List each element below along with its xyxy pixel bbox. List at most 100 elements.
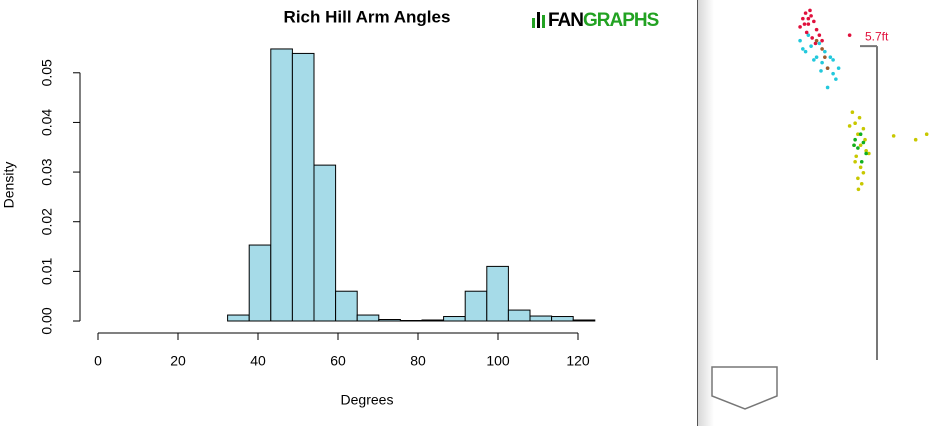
release-point: [798, 38, 802, 43]
release-point: [812, 58, 816, 62]
release-point: [817, 41, 822, 46]
release-point: [861, 140, 866, 145]
release-point: [798, 25, 802, 29]
bar: [291, 52, 315, 322]
release-point: [858, 143, 863, 148]
release-point: [857, 115, 862, 120]
release-point: [828, 55, 833, 59]
bar: [421, 319, 445, 322]
release-point: [867, 151, 871, 156]
release-point: [856, 146, 860, 150]
x-tick-label: 60: [330, 353, 346, 369]
logo: FANGRAPHS: [532, 10, 660, 31]
release-point: [864, 148, 868, 153]
y-tick-label: 0.03: [39, 158, 55, 185]
logo-graphs: GRAPHS: [583, 10, 659, 31]
chart-title: Rich Hill Arm Angles: [284, 7, 451, 26]
release-point: [831, 71, 835, 76]
x-tick-label: 0: [94, 353, 102, 369]
release-point: [856, 187, 861, 192]
y-tick-label: 0.02: [39, 208, 55, 235]
x-tick-label: 20: [170, 353, 186, 369]
bar: [335, 290, 358, 322]
bar: [378, 319, 401, 322]
release-point: [924, 132, 929, 137]
release-point: [913, 137, 918, 142]
y-axis-label: Density: [1, 162, 17, 209]
release-point: [804, 30, 809, 35]
release-point: [825, 85, 830, 90]
release-point: [847, 33, 852, 37]
release-point: [820, 60, 824, 65]
home-plate: [711, 366, 778, 410]
bar: [529, 315, 553, 322]
x-tick-label: 120: [566, 353, 590, 369]
release-point: [820, 47, 824, 51]
release-point: [806, 16, 811, 21]
release-point: [853, 159, 857, 164]
release-point: [808, 8, 812, 13]
bar: [313, 164, 337, 322]
x-axis-label: Degrees: [341, 392, 394, 408]
release-point: [856, 132, 860, 137]
y-tick-label: 0.05: [39, 59, 55, 86]
release-panel: [697, 0, 931, 426]
release-point: [859, 181, 864, 186]
release-point: [814, 38, 819, 43]
release-point: [801, 47, 805, 51]
bar: [270, 48, 293, 322]
release-point: [856, 176, 860, 181]
bar: [248, 244, 272, 322]
bar: [486, 265, 509, 322]
release-point: [812, 19, 816, 24]
bar: [464, 290, 488, 322]
bar: [551, 316, 574, 322]
release-point: [814, 27, 819, 32]
release-point: [813, 41, 818, 46]
bar: [572, 319, 596, 322]
release-point: [853, 121, 857, 126]
release-point: [864, 151, 868, 156]
x-tick-label: 80: [410, 353, 426, 369]
release-point: [853, 137, 857, 142]
release-point: [803, 49, 808, 54]
release-point: [852, 143, 856, 148]
y-tick-label: 0.04: [39, 109, 55, 136]
release-point: [817, 33, 822, 37]
release-point: [858, 165, 863, 170]
logo-fan: FAN: [548, 10, 583, 31]
release-point: [806, 33, 811, 37]
release-point: [891, 134, 896, 138]
release-point: [863, 137, 867, 142]
release-point: [831, 58, 835, 62]
logo-icon: [537, 12, 540, 28]
release-point: [858, 132, 863, 137]
logo-icon: [532, 18, 535, 28]
release-point: [854, 154, 859, 159]
release-point: [836, 66, 841, 70]
release-point: [803, 11, 808, 15]
bar: [227, 314, 250, 322]
bar: [356, 314, 380, 322]
release-point: [819, 69, 823, 73]
logo-text: FANGRAPHS: [548, 10, 659, 31]
release-point: [847, 124, 852, 128]
release-point: [802, 22, 807, 26]
release-point: [861, 170, 866, 175]
y-tick-label: 0.01: [39, 258, 55, 285]
release-point: [810, 36, 814, 40]
release-point: [859, 159, 864, 164]
release-point: [820, 38, 824, 43]
y-tick-label: 0.00: [39, 307, 55, 334]
panel-shadow: [698, 0, 714, 426]
x-tick-label: 100: [486, 353, 510, 369]
release-point: [823, 55, 827, 59]
logo-icon: [542, 15, 545, 28]
release-point: [861, 126, 866, 131]
release-point: [834, 77, 838, 81]
release-point: [814, 55, 819, 59]
bar: [443, 316, 466, 322]
release-point: [806, 22, 811, 26]
release-point: [809, 14, 813, 18]
